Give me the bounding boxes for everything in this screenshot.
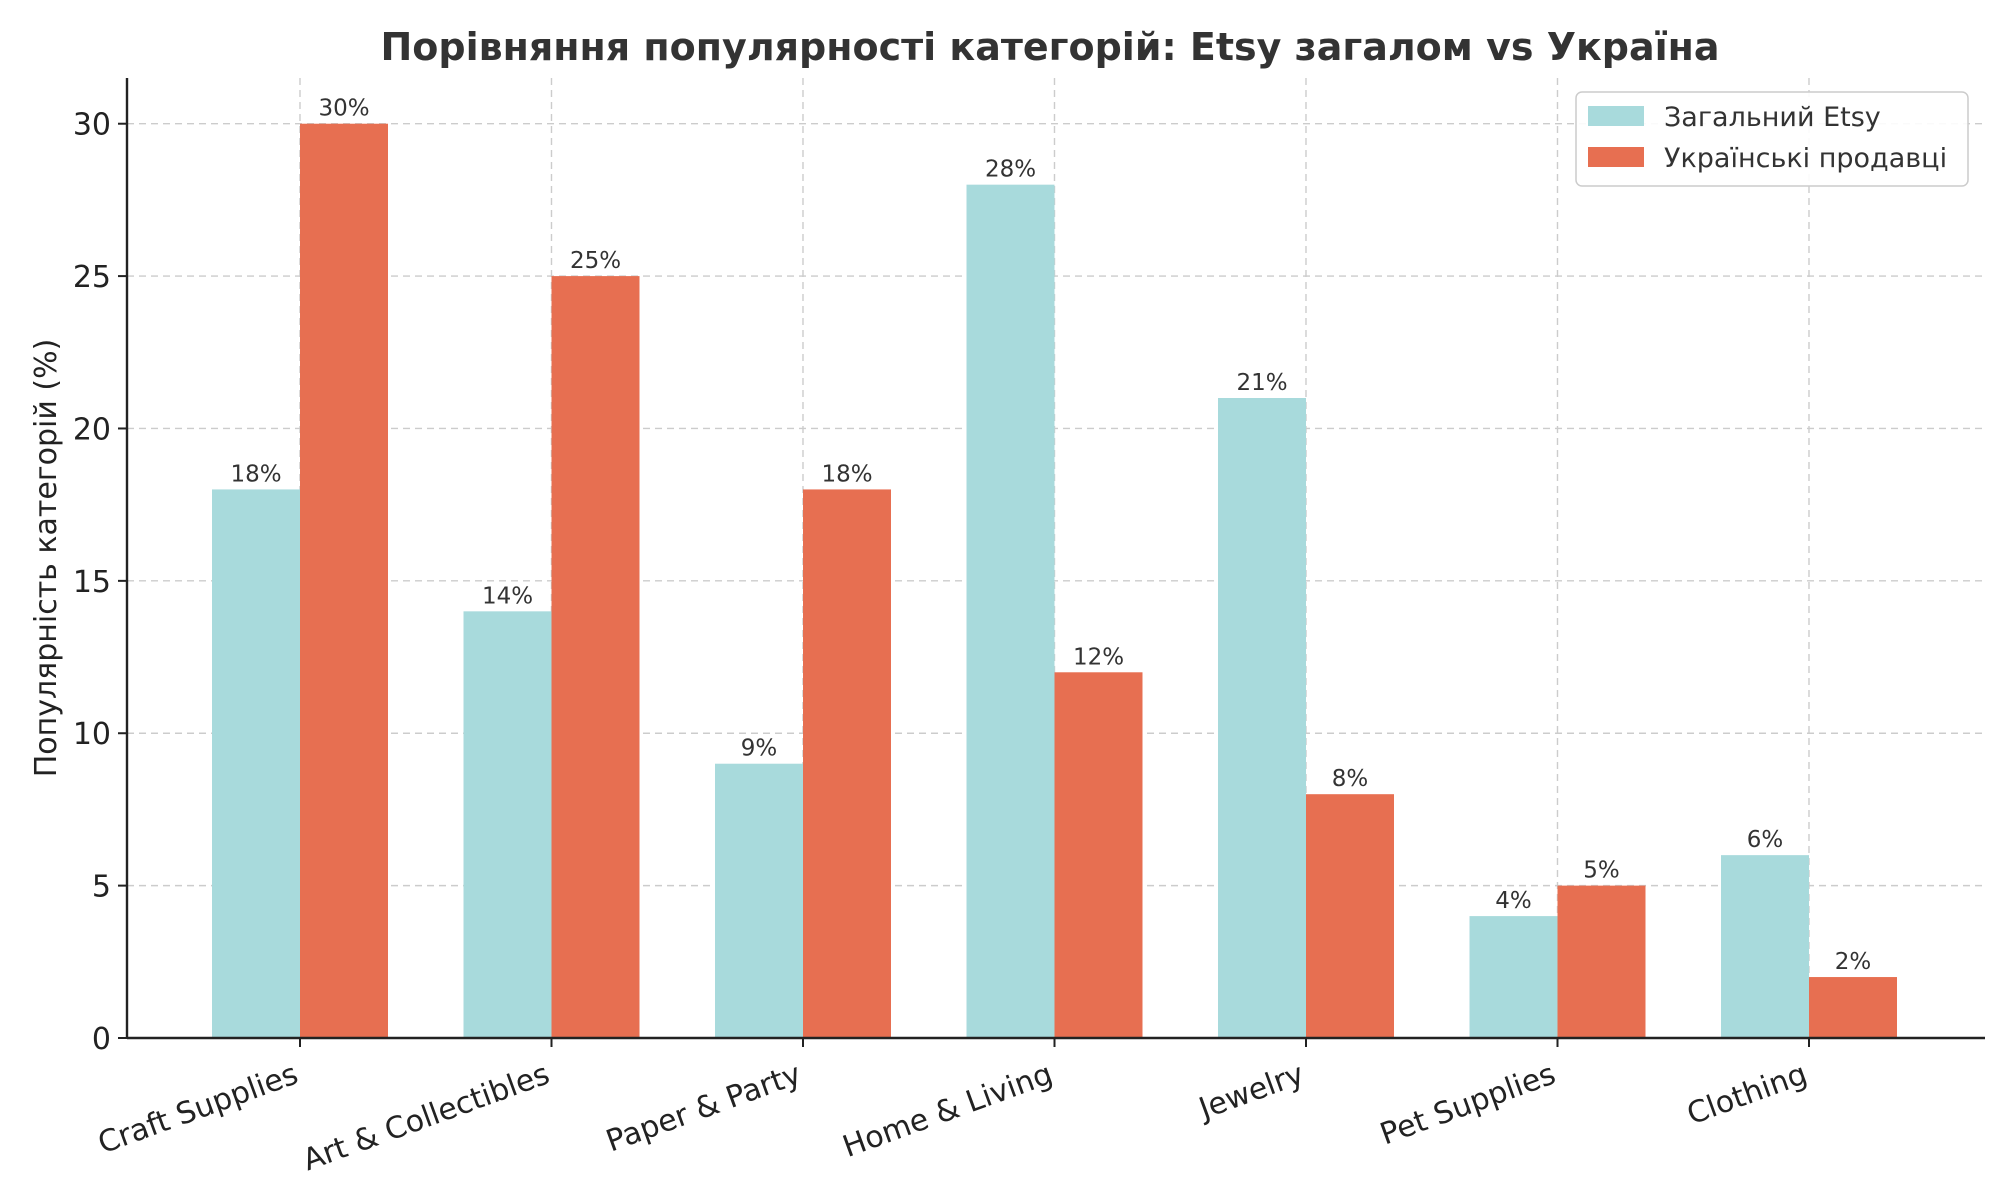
legend-swatch-general-etsy: [1588, 106, 1644, 126]
data-label-general-etsy-craft-supplies: 18%: [230, 461, 281, 487]
axes: [125, 78, 1985, 1040]
bar-ukrainian-sellers-paper-and-party: [803, 489, 891, 1038]
bar-general-etsy-home-and-living: [966, 184, 1055, 1038]
bar-ukrainian-sellers-jewelry: [1306, 794, 1394, 1038]
chart-title: Порівняння популярності категорій: Etsy …: [380, 25, 1719, 69]
bar-ukrainian-sellers-home-and-living: [1054, 672, 1143, 1038]
data-label-general-etsy-paper-and-party: 9%: [741, 736, 778, 762]
data-label-ukrainian-sellers-home-and-living: 12%: [1073, 644, 1124, 670]
data-label-ukrainian-sellers-paper-and-party: 18%: [821, 461, 872, 487]
bar-ukrainian-sellers-clothing: [1809, 977, 1897, 1038]
y-tick-label-30: 30: [73, 108, 111, 143]
legend-swatch-ukrainian-sellers: [1588, 147, 1644, 167]
y-tick-label-25: 25: [73, 260, 111, 295]
legend-label-general-etsy: Загальний Etsy: [1664, 102, 1881, 133]
data-label-ukrainian-sellers-clothing: 2%: [1835, 949, 1872, 975]
bar-general-etsy-art-and-collectibles: [463, 611, 552, 1038]
legend-label-ukrainian-sellers: Українські продавці: [1664, 143, 1947, 174]
bar-general-etsy-paper-and-party: [715, 763, 803, 1038]
y-tick-label-0: 0: [92, 1022, 111, 1057]
y-tick-label-15: 15: [73, 565, 111, 600]
bar-ukrainian-sellers-art-and-collectibles: [551, 276, 640, 1039]
data-label-general-etsy-art-and-collectibles: 14%: [482, 583, 533, 609]
data-label-ukrainian-sellers-art-and-collectibles: 25%: [570, 248, 621, 274]
y-tick-label-10: 10: [73, 717, 111, 752]
bar-general-etsy-clothing: [1721, 855, 1809, 1038]
bar-general-etsy-craft-supplies: [212, 489, 300, 1038]
y-tick-label-20: 20: [73, 412, 111, 447]
y-axis-label: Популярність категорій (%): [29, 339, 64, 778]
data-label-general-etsy-clothing: 6%: [1747, 827, 1784, 853]
bar-ukrainian-sellers-craft-supplies: [300, 123, 388, 1038]
data-label-ukrainian-sellers-jewelry: 8%: [1332, 766, 1369, 792]
data-label-general-etsy-jewelry: 21%: [1236, 370, 1287, 396]
bars: [212, 123, 1897, 1039]
legend-frame: [1575, 91, 1969, 187]
y-tick-label-5: 5: [92, 870, 111, 905]
y-ticks: 0 5 10 15 20 25 30: [73, 108, 127, 1057]
bar-ukrainian-sellers-pet-supplies: [1557, 885, 1646, 1038]
data-label-general-etsy-home-and-living: 28%: [985, 157, 1036, 183]
bar-general-etsy-pet-supplies: [1469, 916, 1558, 1038]
data-labels: 18% 30% 14% 25% 9% 18% 28% 12% 21% 8% 4% 5% 6% 2%: [230, 96, 1871, 975]
bar-general-etsy-jewelry: [1218, 398, 1306, 1038]
data-label-general-etsy-pet-supplies: 4%: [1495, 888, 1532, 914]
legend: Загальний Etsy Українські продавці: [1575, 91, 1969, 187]
data-label-ukrainian-sellers-craft-supplies: 30%: [318, 96, 369, 122]
data-label-ukrainian-sellers-pet-supplies: 5%: [1583, 858, 1620, 884]
